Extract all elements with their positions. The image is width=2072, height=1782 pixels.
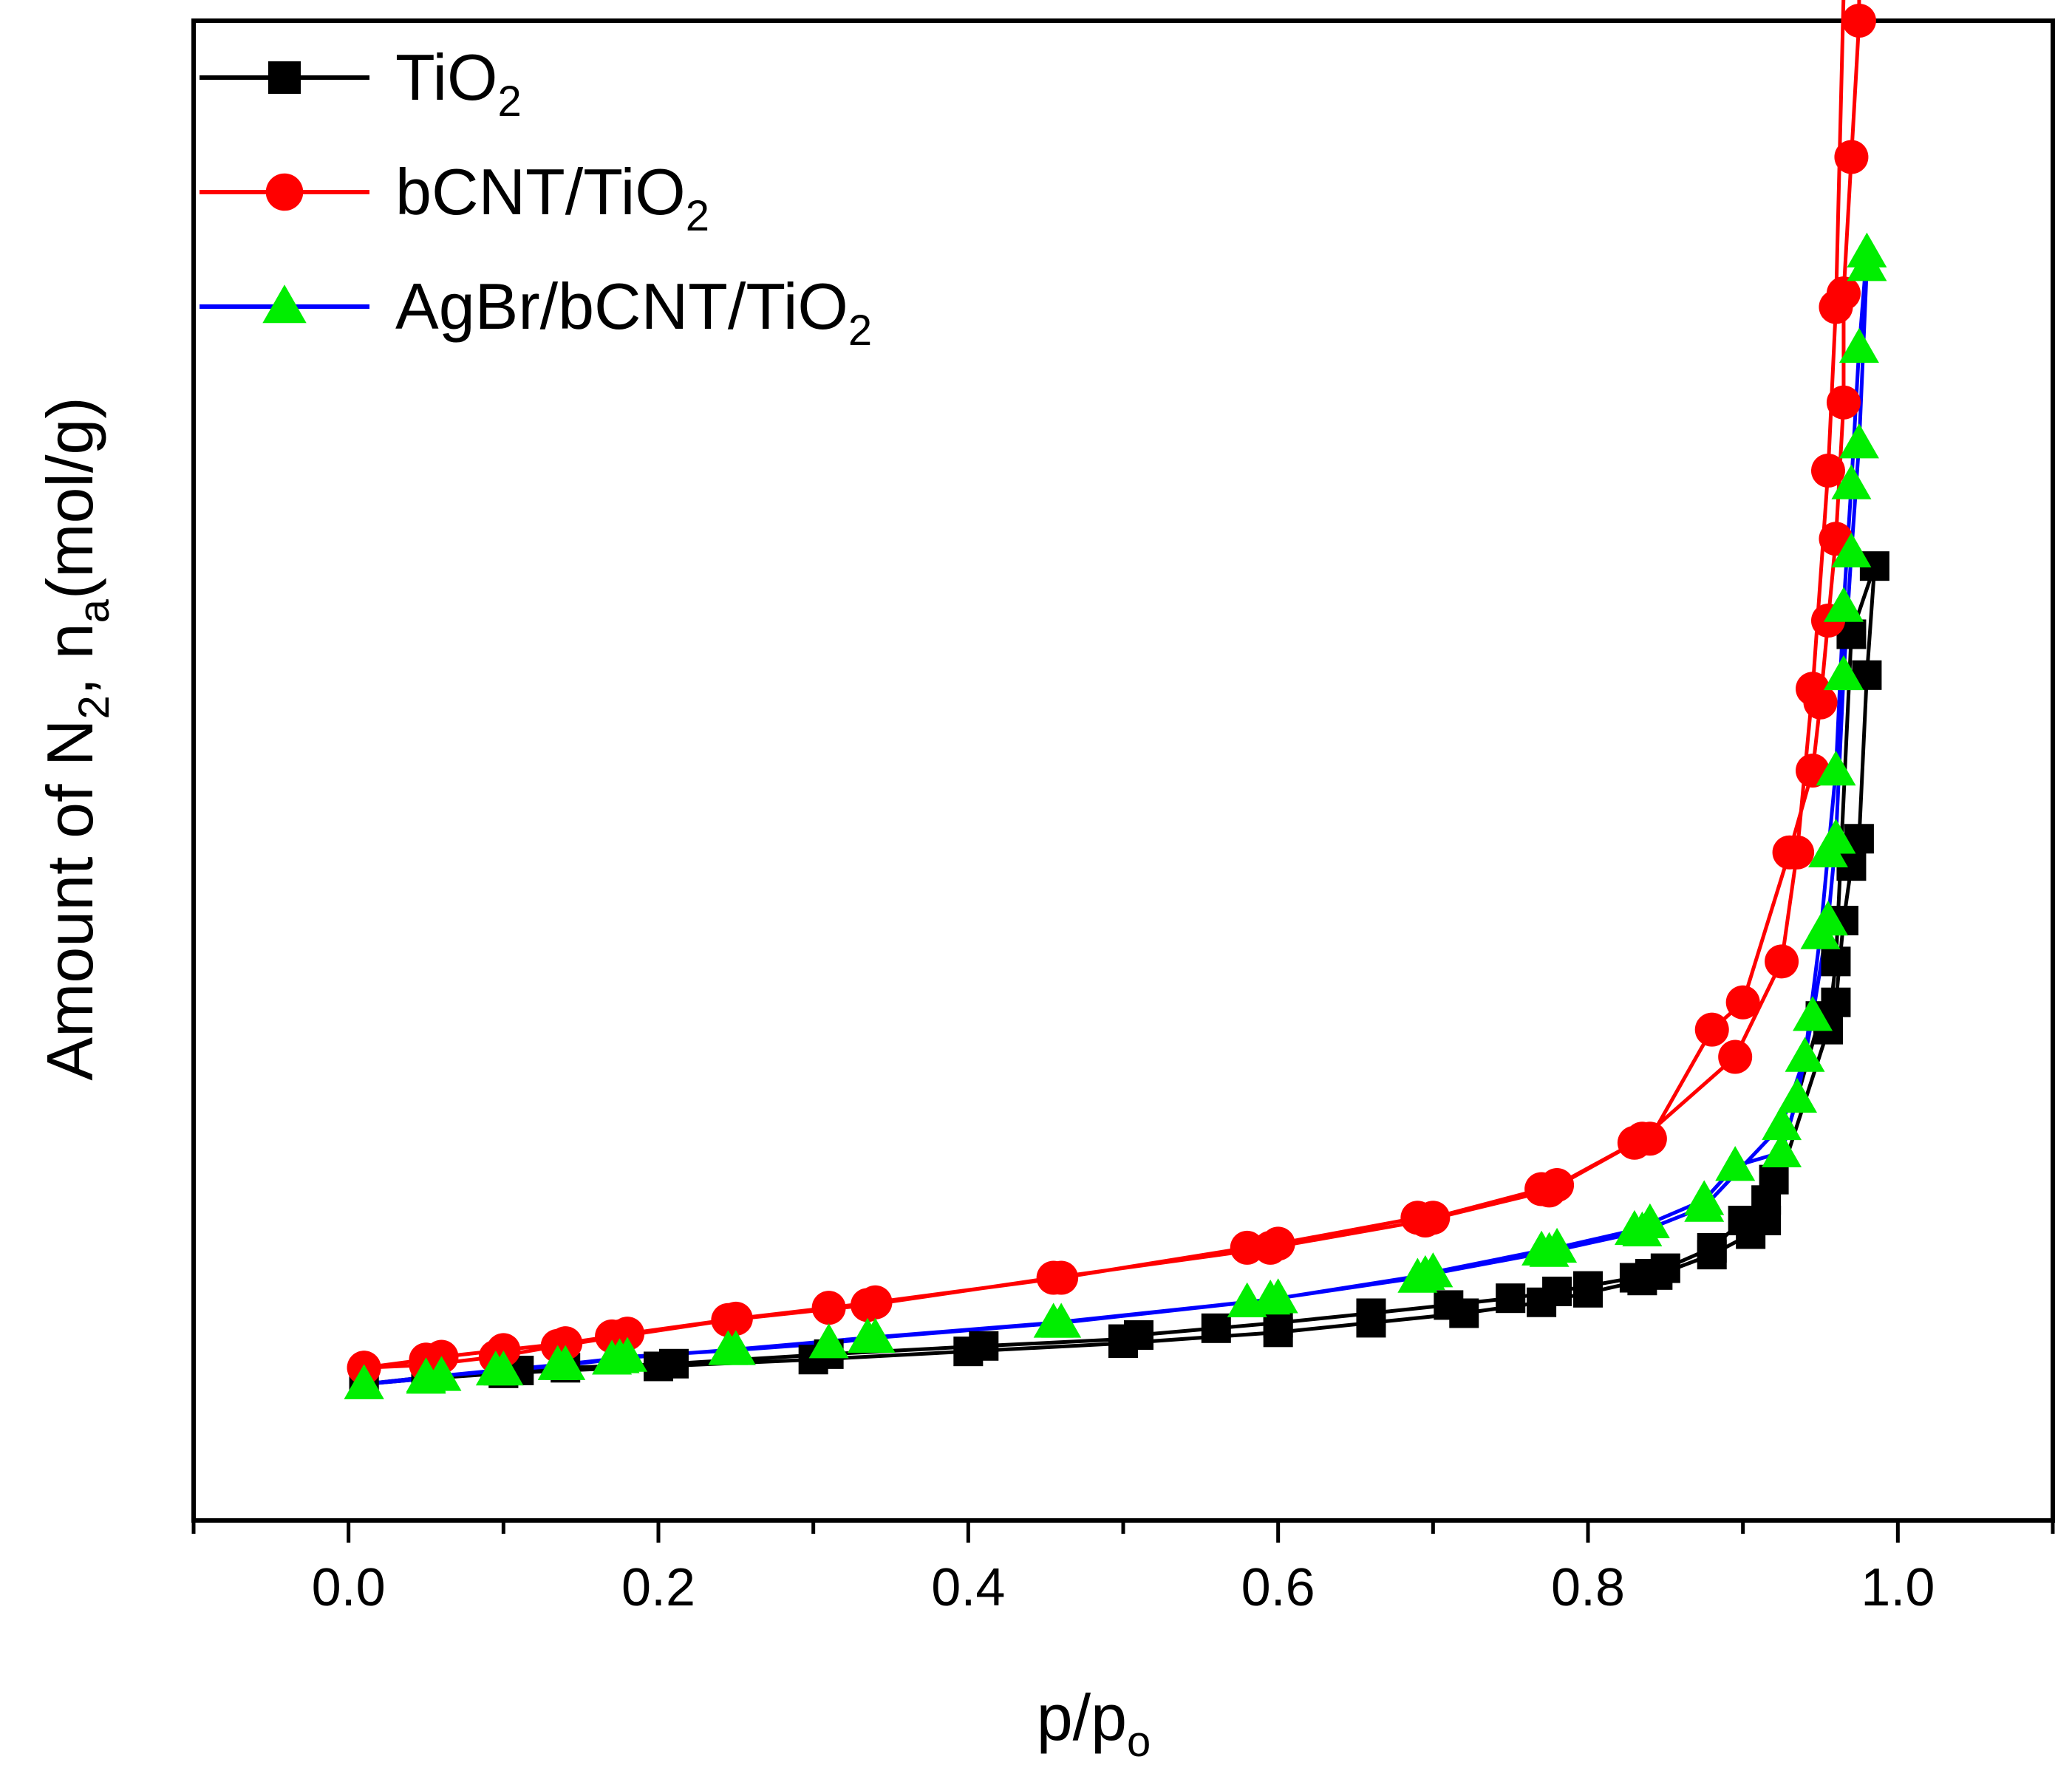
data-point-1 bbox=[1718, 1040, 1753, 1074]
data-point-2 bbox=[344, 1364, 384, 1399]
data-point-0 bbox=[1496, 1283, 1526, 1314]
data-point-0 bbox=[1736, 1219, 1766, 1249]
legend: TiO2 bCNT/TiO2 AgBr/bCNT/TiO2 bbox=[200, 41, 872, 355]
data-point-2 bbox=[1793, 996, 1833, 1031]
data-point-1 bbox=[1230, 1230, 1264, 1265]
x-tick-label: 0.4 bbox=[931, 1558, 1005, 1617]
data-point-2 bbox=[1823, 587, 1864, 622]
data-point-1 bbox=[1796, 672, 1830, 706]
data-point-1 bbox=[1625, 1122, 1660, 1156]
data-point-1 bbox=[1841, 4, 1876, 38]
x-axis-ticks bbox=[191, 1520, 2055, 1543]
data-point-0 bbox=[1573, 1277, 1603, 1308]
data-point-1 bbox=[1826, 385, 1861, 420]
data-point-2 bbox=[1785, 1037, 1825, 1072]
data-point-2 bbox=[1823, 655, 1864, 691]
data-point-2 bbox=[406, 1357, 446, 1393]
x-axis-tick-labels: 0.0 0.2 0.4 0.6 0.8 1.0 bbox=[312, 1558, 1935, 1617]
legend-marker bbox=[268, 61, 301, 94]
data-point-2 bbox=[1762, 1132, 1802, 1167]
data-point-2 bbox=[1831, 464, 1872, 499]
data-point-1 bbox=[1253, 1230, 1288, 1265]
data-point-0 bbox=[644, 1351, 673, 1382]
data-point-1 bbox=[1532, 1173, 1567, 1208]
data-point-2 bbox=[599, 1338, 640, 1373]
data-point-1 bbox=[1780, 835, 1815, 870]
data-point-1 bbox=[1694, 1012, 1729, 1047]
legend-marker bbox=[262, 284, 307, 324]
data-point-2 bbox=[1816, 751, 1856, 786]
x-axis-title: p/po bbox=[1037, 1681, 1151, 1766]
plot-frame bbox=[191, 18, 2055, 1523]
data-point-2 bbox=[1777, 1077, 1818, 1113]
data-point-1 bbox=[1036, 1260, 1071, 1295]
data-point-0 bbox=[1108, 1328, 1138, 1359]
data-point-1 bbox=[1408, 1204, 1442, 1238]
data-point-1 bbox=[811, 1291, 846, 1325]
data-point-0 bbox=[1449, 1298, 1479, 1328]
data-point-2 bbox=[537, 1345, 578, 1380]
data-point-2 bbox=[808, 1323, 849, 1359]
data-point-1 bbox=[1819, 290, 1853, 324]
legend-label: AgBr/bCNT/TiO2 bbox=[395, 270, 872, 355]
data-point-0 bbox=[1627, 1266, 1657, 1296]
legend-label: bCNT/TiO2 bbox=[395, 155, 709, 240]
data-point-2 bbox=[1622, 1211, 1663, 1247]
x-tick-label: 1.0 bbox=[1861, 1558, 1935, 1617]
legend-marker bbox=[265, 173, 304, 211]
data-point-2 bbox=[1807, 832, 1848, 867]
data-point-2 bbox=[1529, 1232, 1570, 1267]
data-point-2 bbox=[1250, 1280, 1291, 1315]
data-point-1 bbox=[711, 1303, 746, 1337]
data-point-0 bbox=[1821, 987, 1851, 1017]
data-point-0 bbox=[1263, 1317, 1293, 1348]
data-point-2 bbox=[1715, 1146, 1756, 1181]
data-point-0 bbox=[953, 1336, 984, 1367]
data-point-2 bbox=[1838, 327, 1879, 363]
data-point-2 bbox=[475, 1351, 516, 1386]
data-point-2 bbox=[848, 1317, 888, 1353]
data-point-0 bbox=[1759, 1164, 1789, 1195]
data-point-2 bbox=[1847, 232, 1887, 267]
legend-label: TiO2 bbox=[395, 41, 522, 126]
data-point-2 bbox=[1405, 1254, 1445, 1291]
data-point-0 bbox=[1697, 1240, 1727, 1270]
x-tick-label: 0.2 bbox=[621, 1558, 695, 1617]
data-point-1 bbox=[1834, 140, 1869, 174]
data-point-2 bbox=[1800, 914, 1841, 949]
data-point-0 bbox=[1527, 1287, 1557, 1317]
data-point-0 bbox=[1356, 1308, 1386, 1338]
x-tick-label: 0.0 bbox=[312, 1558, 386, 1617]
data-point-0 bbox=[1201, 1313, 1231, 1343]
data-point-2 bbox=[708, 1330, 749, 1365]
data-point-1 bbox=[1725, 985, 1760, 1020]
data-point-1 bbox=[1765, 944, 1799, 979]
data-point-2 bbox=[1684, 1187, 1725, 1222]
data-point-1 bbox=[851, 1288, 885, 1322]
x-tick-label: 0.8 bbox=[1551, 1558, 1625, 1617]
x-tick-label: 0.6 bbox=[1241, 1558, 1315, 1617]
data-point-1 bbox=[1810, 454, 1845, 488]
data-point-2 bbox=[1831, 532, 1872, 567]
series-markers bbox=[344, 4, 1889, 1399]
data-point-2 bbox=[1838, 423, 1879, 459]
data-point-2 bbox=[1762, 1105, 1802, 1141]
series-line-2 bbox=[364, 250, 1869, 1386]
data-point-2 bbox=[1033, 1303, 1074, 1338]
data-point-0 bbox=[1821, 946, 1851, 977]
y-axis-title: Amount of N2, na(mol/g) bbox=[33, 397, 118, 1080]
